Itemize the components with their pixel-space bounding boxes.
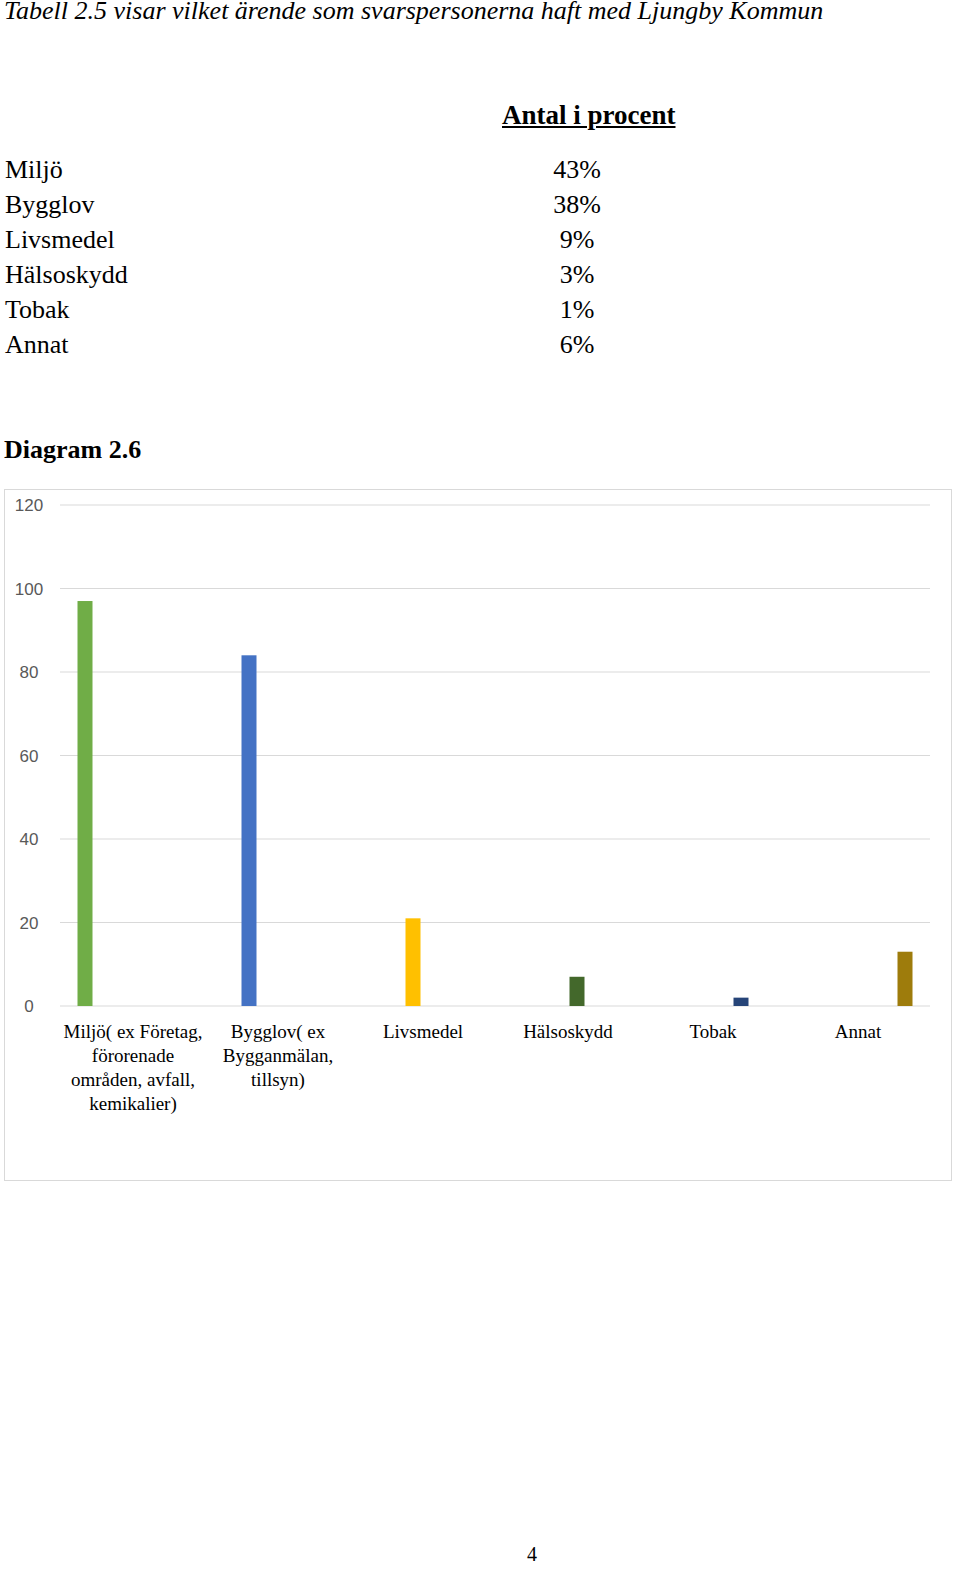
row-value: 3% (527, 260, 627, 290)
grid-line (60, 588, 930, 589)
grid-line (60, 839, 930, 840)
bar (734, 998, 749, 1006)
page-number: 4 (527, 1543, 537, 1566)
grid-line (60, 672, 930, 673)
caption: Tabell 2.5 visar vilket ärende som svars… (4, 0, 823, 26)
bar (242, 655, 257, 1006)
bar (898, 952, 913, 1006)
bars (78, 601, 913, 1006)
row-value: 38% (527, 190, 627, 220)
row-value: 43% (527, 155, 627, 185)
page: Tabell 2.5 visar vilket ärende som svars… (0, 0, 960, 1577)
tick-label: 100 (15, 580, 43, 599)
grid-line (60, 922, 930, 923)
category-label: Bygglov( ex Bygganmälan, tillsyn) (204, 1020, 352, 1092)
category-label: Tobak (639, 1020, 787, 1044)
tick-label: 40 (20, 830, 39, 849)
tick-label: 20 (20, 914, 39, 933)
diagram-title: Diagram 2.6 (4, 435, 141, 465)
row-label: Livsmedel (5, 225, 115, 255)
tick-label: 120 (15, 496, 43, 515)
row-label: Bygglov (5, 190, 95, 220)
category-label: Hälsoskydd (494, 1020, 642, 1044)
row-label: Miljö (5, 155, 63, 185)
grid-line (60, 1006, 930, 1007)
bar (78, 601, 93, 1006)
row-value: 6% (527, 330, 627, 360)
row-label: Hälsoskydd (5, 260, 128, 290)
bar (406, 918, 421, 1006)
tick-label: 60 (20, 747, 39, 766)
row-label: Tobak (5, 295, 70, 325)
grid-line (60, 755, 930, 756)
row-label: Annat (5, 330, 69, 360)
chart-frame (5, 490, 952, 1181)
bar (570, 977, 585, 1006)
row-value: 9% (527, 225, 627, 255)
row-value: 1% (527, 295, 627, 325)
category-label: Annat (784, 1020, 932, 1044)
tick-label: 0 (24, 997, 33, 1016)
category-label: Miljö( ex Företag, förorenade områden, a… (59, 1020, 207, 1116)
chart: 0 20 40 60 80 100 120 (0, 0, 960, 1577)
table-header: Antal i procent (502, 100, 676, 131)
category-label: Livsmedel (349, 1020, 497, 1044)
tick-label: 80 (20, 663, 39, 682)
grid-line (60, 505, 930, 506)
